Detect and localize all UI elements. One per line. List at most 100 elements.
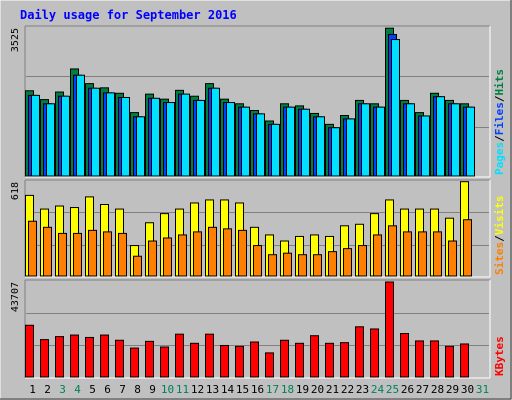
bar-sites-day-6 [103,231,112,277]
bar-sites-day-21 [328,251,337,277]
bar-pages-day-3 [61,95,70,177]
bar-kbytes-day-23 [355,326,364,378]
bar-pages-day-3-body [61,95,70,177]
bar-kbytes-day-12 [190,342,199,378]
x-label-day-2: 2 [44,383,51,396]
bar-sites-day-16-body [253,245,262,277]
bar-sites-day-3-body [58,232,67,277]
legend-label-files: Files [493,102,506,135]
bar-pages-day-19-body [301,108,310,177]
bar-sites-day-8-body [133,255,142,277]
x-label-day-26: 26 [401,383,414,396]
bar-kbytes-day-8-body [130,347,139,378]
bar-pages-day-7-body [121,96,130,177]
bar-sites-day-14-body [223,228,232,277]
bar-kbytes-day-30 [460,343,469,378]
x-label-day-3: 3 [59,383,66,396]
x-label-day-24: 24 [371,383,385,396]
bar-pages-day-23-body [361,103,370,177]
bar-sites-day-2 [43,226,52,277]
y-max-label-visits-sites: 618 [10,182,21,200]
x-label-day-14: 14 [221,383,235,396]
bar-kbytes-day-14 [220,344,229,378]
bar-pages-day-27-body [421,115,430,177]
bar-sites-day-23 [358,245,367,277]
x-label-day-1: 1 [29,383,36,396]
bar-sites-day-27 [418,231,427,277]
bar-sites-day-12 [193,231,202,277]
bar-kbytes-day-7-body [115,339,124,378]
bar-pages-day-26-body [406,103,415,177]
x-label-day-8: 8 [134,383,141,396]
x-label-day-23: 23 [356,383,369,396]
bar-kbytes-day-7 [115,339,124,378]
bar-sites-day-24-body [373,234,382,277]
x-label-day-6: 6 [104,383,111,396]
bar-sites-day-24 [373,234,382,277]
bar-kbytes-day-1-body [25,324,34,378]
bar-pages-day-30 [466,106,475,177]
x-label-day-31: 31 [476,383,489,396]
bar-pages-day-4 [76,74,85,177]
bar-kbytes-day-16 [250,341,259,378]
bar-kbytes-day-26-body [400,333,409,378]
bar-pages-day-22 [346,118,355,177]
bar-pages-day-15 [241,106,250,177]
x-label-day-29: 29 [446,383,459,396]
bar-pages-day-18-body [286,106,295,177]
x-label-day-9: 9 [149,383,156,396]
bar-pages-day-13-body [211,87,220,177]
bar-pages-day-19 [301,108,310,177]
bar-pages-day-9 [151,97,160,177]
bar-pages-day-10-body [166,102,175,177]
x-label-day-25: 25 [386,383,399,396]
bar-pages-day-27 [421,115,430,177]
bar-pages-day-8 [136,116,145,177]
bar-kbytes-day-19-body [295,342,304,378]
bar-sites-day-26 [403,231,412,277]
bar-pages-day-29 [451,103,460,177]
bar-sites-day-19-body [298,254,307,277]
bar-pages-day-1 [31,94,40,177]
bar-kbytes-day-20 [310,335,319,378]
bar-pages-day-4-body [76,74,85,177]
bar-sites-day-4-body [73,232,82,277]
bar-kbytes-day-4-body [70,334,79,378]
x-label-day-17: 17 [266,383,279,396]
bar-kbytes-day-27-body [415,340,424,378]
bar-pages-day-17-body [271,123,280,177]
bar-pages-day-16-body [256,113,265,177]
bar-kbytes-day-11-body [175,333,184,378]
legend-hits-files-pages: Pages/Files/Hits [493,69,506,175]
bar-sites-day-22-body [343,248,352,277]
x-label-day-13: 13 [206,383,219,396]
bar-kbytes-day-21-body [325,342,334,378]
bar-pages-day-17 [271,123,280,177]
bar-pages-day-13 [211,87,220,177]
x-label-day-18: 18 [281,383,294,396]
legend-kbytes: KBytes [493,336,506,376]
bar-sites-day-9 [148,240,157,277]
bar-pages-day-5 [91,87,100,177]
x-label-day-27: 27 [416,383,429,396]
bar-pages-day-7 [121,96,130,177]
bar-pages-day-28-body [436,96,445,177]
bar-pages-day-12 [196,99,205,177]
bar-sites-day-2-body [43,226,52,277]
bar-sites-day-5 [88,229,97,277]
bar-pages-day-5-body [91,87,100,177]
bar-kbytes-day-18-body [280,339,289,378]
bar-kbytes-day-18 [280,339,289,378]
y-max-label-kbytes: 43707 [10,282,21,312]
bar-pages-day-1-body [31,94,40,177]
bar-kbytes-day-25 [385,281,394,378]
bar-kbytes-day-24 [370,328,379,378]
bar-pages-day-2 [46,103,55,177]
bar-kbytes-day-15 [235,345,244,378]
bar-sites-day-17 [268,254,277,277]
bar-sites-day-28-body [433,231,442,277]
bar-sites-day-10-body [163,237,172,277]
bar-pages-day-24-body [376,106,385,177]
x-label-day-5: 5 [89,383,96,396]
bar-pages-day-6 [106,92,115,177]
